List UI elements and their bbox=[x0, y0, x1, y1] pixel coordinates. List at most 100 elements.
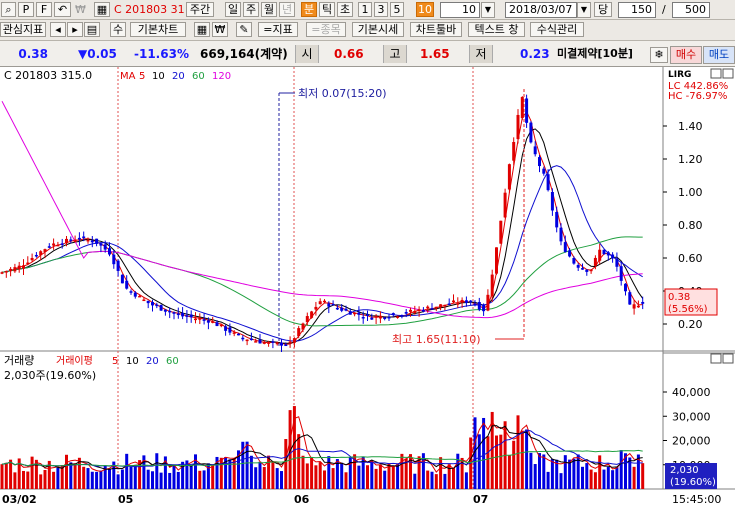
table-button[interactable]: ▤ bbox=[84, 22, 100, 37]
period-tick[interactable]: 틱 bbox=[319, 2, 335, 17]
recent-button[interactable]: ▦ bbox=[94, 2, 110, 17]
search-button[interactable]: ⌕ bbox=[1, 2, 16, 17]
period-year[interactable]: 년 bbox=[279, 2, 295, 17]
volume-bar bbox=[95, 471, 99, 489]
p-button[interactable]: P bbox=[18, 2, 34, 17]
interval-5[interactable]: 5 bbox=[390, 2, 404, 17]
candle-body bbox=[464, 300, 468, 303]
history-button[interactable]: ↶ bbox=[54, 2, 71, 17]
candle-body bbox=[434, 306, 438, 309]
candle-body bbox=[103, 244, 107, 250]
indicator-button[interactable]: =지표 bbox=[258, 22, 298, 37]
vma20-legend: 20 bbox=[146, 356, 159, 367]
candle-body bbox=[409, 309, 412, 312]
settings-button[interactable]: ❄ bbox=[650, 47, 668, 63]
volume-bar bbox=[546, 471, 550, 489]
candle-body bbox=[477, 302, 481, 310]
scroll-right-button[interactable]: ▸ bbox=[67, 22, 83, 37]
formula-mgmt-button[interactable]: 수식관리 bbox=[530, 22, 584, 37]
volume-bar bbox=[280, 471, 283, 489]
code-label[interactable]: C 201803 31 bbox=[114, 3, 185, 16]
price-tick-label: 1.00 bbox=[678, 186, 703, 199]
period-month[interactable]: 월 bbox=[261, 2, 277, 17]
candle-body bbox=[366, 314, 369, 316]
candle-body bbox=[185, 315, 189, 317]
period-button[interactable]: 주간 bbox=[186, 2, 214, 17]
candle-body bbox=[576, 265, 580, 268]
su-button[interactable]: 수 bbox=[110, 22, 126, 37]
date-input[interactable]: 2018/03/07 bbox=[505, 2, 577, 18]
date-dropdown[interactable]: ▼ bbox=[577, 2, 591, 18]
low-annotation-text: 최저 0.07(15:20) bbox=[298, 87, 387, 100]
interval-dropdown[interactable]: ▼ bbox=[481, 2, 495, 18]
volume-bar bbox=[86, 468, 90, 489]
volume-bar bbox=[434, 474, 438, 489]
candle-body bbox=[353, 312, 357, 315]
today-button[interactable]: 당 bbox=[594, 2, 612, 17]
count-input[interactable]: 150 bbox=[618, 2, 656, 18]
candle-body bbox=[606, 252, 610, 256]
volume-bar bbox=[9, 459, 13, 489]
volume-bar bbox=[99, 470, 103, 489]
candle-body bbox=[198, 318, 202, 320]
chevron-down-icon: ▼ bbox=[580, 5, 588, 14]
interval-3[interactable]: 3 bbox=[374, 2, 388, 17]
candle-body bbox=[546, 174, 550, 191]
period-week[interactable]: 주 bbox=[243, 2, 259, 17]
volume-bar bbox=[22, 470, 25, 489]
candle-body bbox=[400, 315, 404, 317]
volume-bar bbox=[176, 471, 180, 489]
interest-indicator-button[interactable]: 관심지표 bbox=[0, 22, 46, 37]
volume-bar bbox=[641, 463, 645, 489]
volume-bar bbox=[112, 461, 116, 489]
volume-bar bbox=[103, 465, 107, 489]
item-button[interactable]: =종목 bbox=[306, 22, 346, 37]
candle-body bbox=[486, 294, 490, 311]
candle-body bbox=[555, 211, 559, 228]
volume-bar bbox=[232, 458, 236, 489]
chevron-down-icon: ▼ bbox=[484, 5, 492, 14]
wrench-button[interactable]: ✎ bbox=[236, 22, 252, 37]
chart-toolbar-button[interactable]: 차트툴바 bbox=[410, 22, 462, 37]
total-input[interactable]: 500 bbox=[672, 2, 710, 18]
volume-average-line bbox=[1, 425, 643, 470]
basic-quote-button[interactable]: 기본시세 bbox=[352, 22, 404, 37]
candle-body bbox=[503, 192, 507, 218]
period-second[interactable]: 초 bbox=[337, 2, 353, 17]
volume-bar bbox=[258, 461, 262, 489]
volume-bar bbox=[0, 464, 4, 489]
volume-bar bbox=[624, 453, 627, 489]
volume-bar bbox=[439, 457, 443, 489]
period-minute[interactable]: 분 bbox=[301, 2, 317, 17]
basic-chart-button[interactable]: 기본차트 bbox=[130, 22, 186, 37]
won-button[interactable]: ₩ bbox=[212, 22, 228, 37]
grid-tool-button[interactable]: ▦ bbox=[194, 22, 210, 37]
volume-bar bbox=[477, 434, 481, 489]
price-tick-label: 0.60 bbox=[678, 252, 703, 265]
code-legend: C 201803 315.0 bbox=[4, 69, 92, 82]
text-window-button[interactable]: 텍스트 창 bbox=[468, 22, 525, 37]
f-button[interactable]: F bbox=[36, 2, 52, 17]
volume-bar bbox=[314, 465, 318, 489]
volume-bar bbox=[495, 435, 498, 489]
low-annotation: 최저 0.07(15:20) bbox=[278, 87, 387, 347]
scroll-left-button[interactable]: ◂ bbox=[50, 22, 66, 37]
chart-area[interactable]: 최저 0.07(15:20) 최고 1.65(11:10) C 201803 3… bbox=[0, 67, 735, 514]
candle-body bbox=[262, 342, 266, 344]
candle-body bbox=[77, 237, 81, 240]
volume-average-line bbox=[1, 449, 643, 467]
interval-1[interactable]: 1 bbox=[358, 2, 372, 17]
candle-body bbox=[469, 300, 473, 303]
candle-body bbox=[275, 342, 279, 345]
buy-button[interactable]: 매수 bbox=[670, 46, 702, 64]
volume-bar bbox=[563, 455, 567, 489]
volume-bar bbox=[391, 465, 395, 489]
sell-button[interactable]: 매도 bbox=[703, 46, 735, 64]
period-day[interactable]: 일 bbox=[225, 2, 241, 17]
current-price-box bbox=[664, 288, 718, 316]
volume-bar bbox=[404, 458, 408, 489]
interval-10[interactable]: 10 bbox=[416, 2, 434, 17]
candle-body bbox=[447, 303, 451, 305]
price-panel-controls[interactable] bbox=[710, 68, 734, 364]
interval-input[interactable]: 10 bbox=[440, 2, 480, 18]
